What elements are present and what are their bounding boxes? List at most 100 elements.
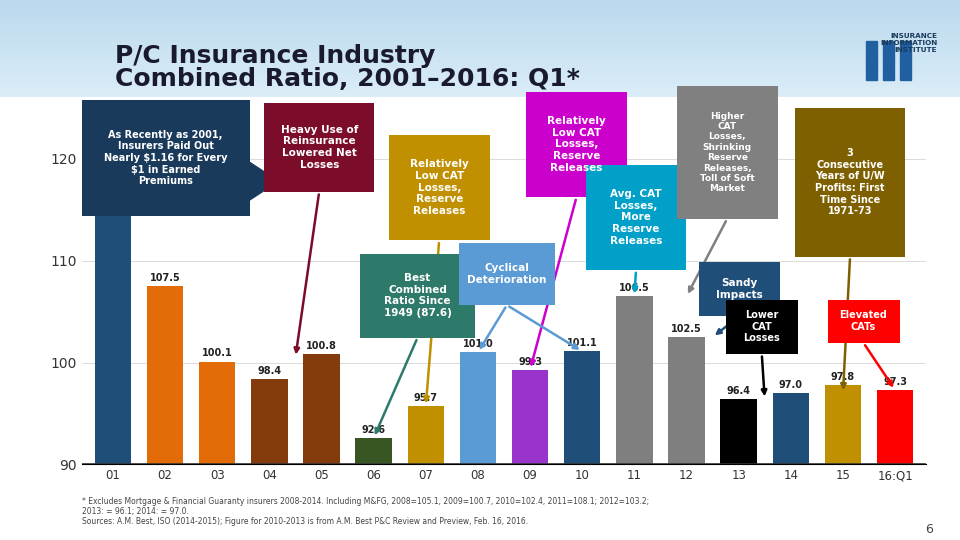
Bar (0, 21, 960, 22)
Bar (0, 12, 960, 14)
Bar (0, 38, 960, 39)
Bar (0, 28, 960, 29)
Bar (0, 71, 960, 72)
Bar (616, 296, 653, 464)
Bar (773, 393, 809, 464)
Text: 98.4: 98.4 (257, 366, 281, 376)
Bar (199, 362, 235, 464)
Bar (0, 89, 960, 90)
Text: As Recently as 2001,
Insurers Paid Out
Nearly $1.16 for Every
$1 in Earned
Premi: As Recently as 2001, Insurers Paid Out N… (104, 130, 228, 186)
Bar (0, 95, 960, 96)
Bar (355, 438, 392, 464)
Bar (0, 1, 960, 2)
Text: Elevated
CATs: Elevated CATs (840, 310, 887, 332)
Bar (147, 286, 183, 464)
Bar (0, 63, 960, 64)
Bar (0, 66, 960, 67)
Bar (0, 55, 960, 56)
Text: INSURANCE
INFORMATION
INSTITUTE: INSURANCE INFORMATION INSTITUTE (880, 33, 937, 53)
Text: Relatively
Low CAT
Losses,
Reserve
Releases: Relatively Low CAT Losses, Reserve Relea… (547, 116, 606, 173)
Bar (0, 2, 960, 3)
Bar (0, 60, 960, 61)
Bar (0, 31, 960, 32)
Bar (0, 40, 960, 41)
Bar (0, 35, 960, 36)
Text: 107.5: 107.5 (150, 273, 180, 283)
Bar (0, 17, 960, 18)
Bar (0, 45, 960, 46)
Bar (0, 0, 960, 1)
Bar (0, 53, 960, 55)
Text: 100.8: 100.8 (306, 341, 337, 352)
Bar (0, 37, 960, 38)
Bar (0, 87, 960, 89)
Bar (0, 42, 960, 43)
Bar (0, 5, 960, 6)
Bar (0, 96, 960, 97)
Bar (564, 352, 600, 464)
Bar (0, 65, 960, 66)
Bar (0, 23, 960, 24)
Text: 101.0: 101.0 (463, 339, 493, 349)
Bar (0, 90, 960, 91)
Bar (0, 7, 960, 8)
Text: 102.5: 102.5 (671, 324, 702, 334)
Bar (0, 64, 960, 65)
Bar (0, 10, 960, 11)
Text: * Excludes Mortgage & Financial Guaranty insurers 2008-2014. Including M&FG, 200: * Excludes Mortgage & Financial Guaranty… (82, 497, 649, 526)
Bar (252, 379, 288, 464)
Bar (0, 77, 960, 78)
Bar (900, 40, 911, 80)
Bar (0, 39, 960, 40)
Bar (0, 11, 960, 12)
Bar (0, 72, 960, 73)
Bar (0, 25, 960, 26)
Text: 6: 6 (925, 523, 933, 536)
Text: Higher
CAT
Losses,
Shrinking
Reserve
Releases,
Toll of Soft
Market: Higher CAT Losses, Shrinking Reserve Rel… (700, 112, 755, 193)
Bar (0, 59, 960, 60)
Bar (0, 18, 960, 19)
Bar (0, 73, 960, 74)
Bar (0, 14, 960, 15)
Bar (0, 75, 960, 76)
Text: 97.8: 97.8 (831, 372, 855, 382)
Bar (0, 26, 960, 27)
Bar (0, 68, 960, 69)
Bar (0, 9, 960, 10)
Text: 106.5: 106.5 (619, 284, 650, 293)
Bar (720, 399, 756, 464)
Bar (0, 86, 960, 87)
Text: 96.4: 96.4 (727, 386, 751, 396)
Bar (0, 29, 960, 30)
Bar (0, 67, 960, 68)
Text: Cyclical
Deterioration: Cyclical Deterioration (468, 263, 546, 285)
Bar (0, 44, 960, 45)
Bar (0, 94, 960, 95)
Bar (0, 32, 960, 33)
Text: 95.7: 95.7 (414, 393, 438, 403)
Bar (0, 80, 960, 82)
Bar (0, 19, 960, 21)
Bar (0, 74, 960, 75)
Bar (0, 83, 960, 84)
Bar (0, 93, 960, 94)
Bar (0, 36, 960, 37)
Bar (0, 84, 960, 85)
Bar (0, 3, 960, 4)
Text: 92.6: 92.6 (362, 425, 386, 435)
Bar (0, 24, 960, 25)
Bar (0, 41, 960, 42)
Bar (0, 52, 960, 53)
Bar (0, 85, 960, 86)
Bar (0, 4, 960, 5)
Text: 3
Consecutive
Years of U/W
Profits: First
Time Since
1971-73: 3 Consecutive Years of U/W Profits: Firs… (815, 148, 885, 216)
Bar (0, 43, 960, 44)
Bar (0, 78, 960, 79)
Bar (0, 48, 960, 49)
Bar (0, 51, 960, 52)
Bar (0, 8, 960, 9)
Text: 100.1: 100.1 (202, 348, 232, 359)
Bar (0, 27, 960, 28)
Text: Heavy Use of
Reinsurance
Lowered Net
Losses: Heavy Use of Reinsurance Lowered Net Los… (280, 125, 358, 170)
Bar (0, 91, 960, 92)
